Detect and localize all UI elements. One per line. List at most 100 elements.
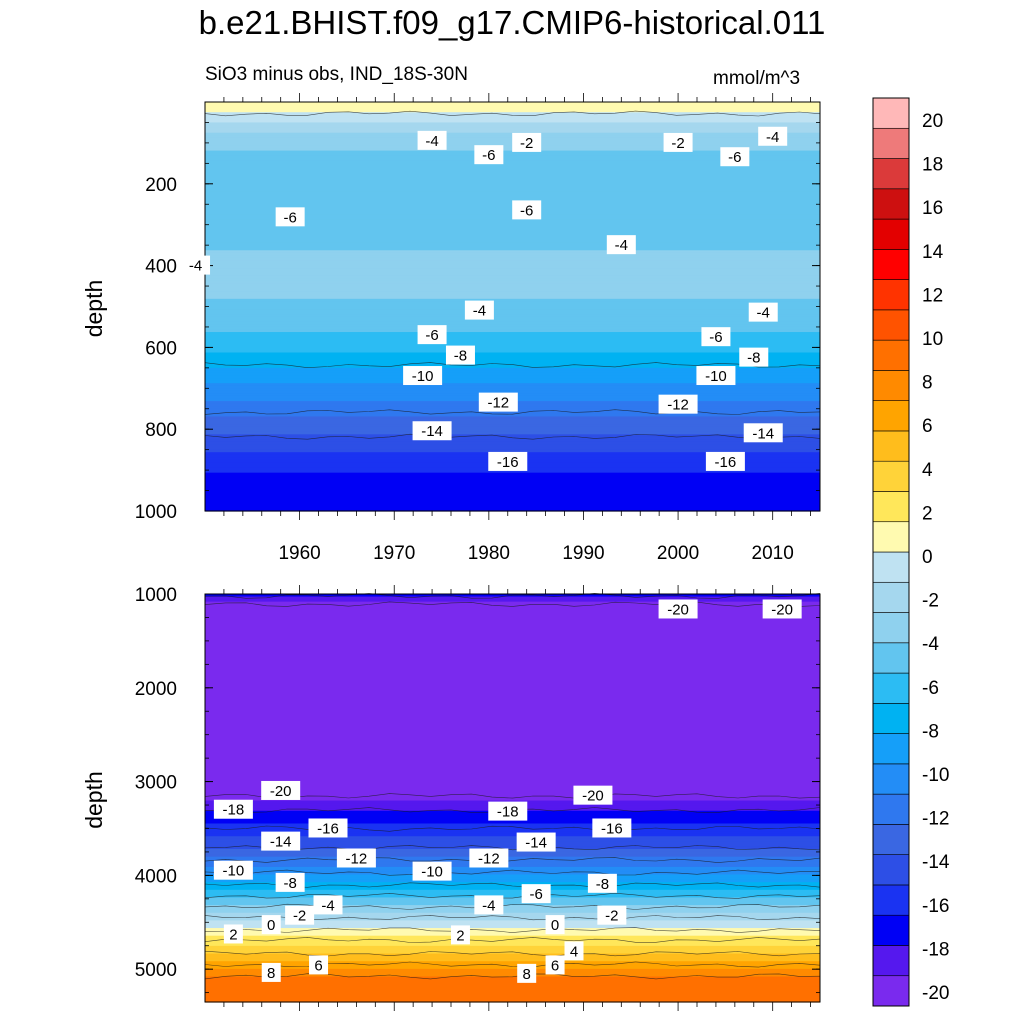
contour-label-box	[412, 861, 452, 881]
contour-label-box	[275, 872, 305, 892]
heatmap-band	[205, 357, 820, 361]
colorbar-swatch	[872, 793, 910, 825]
heatmap-band	[205, 945, 820, 950]
heatmap-band	[205, 611, 820, 615]
heatmap-band	[205, 785, 820, 789]
contour-line	[204, 409, 821, 415]
heatmap-band	[205, 270, 820, 274]
contour-label: -6	[728, 149, 741, 166]
heatmap-band	[205, 994, 820, 998]
contour-line	[204, 592, 821, 599]
heatmap-band	[205, 757, 820, 761]
heatmap-band	[205, 316, 820, 320]
heatmap-band	[205, 713, 820, 717]
contour-label-box	[261, 915, 281, 935]
contour-label-box	[445, 345, 475, 365]
colorbar-swatch	[872, 945, 910, 977]
contour-label: -4	[615, 237, 628, 254]
heatmap-band	[205, 309, 820, 313]
heatmap-band	[205, 332, 820, 336]
heatmap-band	[205, 869, 820, 873]
heatmap-band	[205, 999, 820, 1003]
contour-label: -6	[425, 327, 438, 344]
contour-label-box	[469, 848, 509, 868]
heatmap-band	[205, 657, 820, 661]
contour-label: -6	[709, 329, 722, 346]
colorbar-frame	[872, 97, 910, 1007]
heatmap-band	[205, 614, 820, 618]
heatmap-band	[205, 933, 820, 937]
heatmap-band	[205, 375, 820, 379]
colorbar-swatch	[872, 884, 910, 916]
contour-label: -4	[189, 258, 202, 275]
heatmap-band	[205, 127, 820, 131]
contour-label-box	[417, 325, 447, 345]
contour-line	[204, 927, 821, 933]
heatmap-band	[205, 907, 820, 911]
heatmap-band	[205, 171, 820, 175]
heatmap-band	[205, 257, 820, 262]
contour-label-box	[573, 785, 613, 805]
heatmap-band	[205, 979, 820, 983]
contour-label-box	[417, 130, 447, 150]
heatmap-band	[205, 798, 820, 802]
contour-label-box	[213, 799, 253, 819]
heatmap-band	[205, 303, 820, 308]
heatmap-band	[205, 319, 820, 323]
heatmap-band	[205, 505, 820, 510]
contour-label-box	[587, 873, 617, 893]
heatmap-band	[205, 339, 820, 343]
heatmap-band	[205, 900, 820, 904]
heatmap-band	[205, 165, 820, 170]
heatmap-band	[205, 831, 820, 835]
contour-label: -8	[747, 350, 760, 367]
contour-label: -18	[223, 802, 245, 819]
contour-line	[204, 793, 821, 799]
contour-label-box	[521, 884, 551, 904]
heatmap-band	[205, 355, 820, 359]
heatmap-band	[205, 731, 820, 735]
heatmap-band	[205, 836, 820, 840]
heatmap-band	[205, 968, 820, 972]
heatmap-band	[205, 413, 820, 418]
contour-label-box	[743, 423, 783, 443]
heatmap-band	[205, 716, 820, 720]
heatmap-band	[205, 871, 820, 876]
heatmap-band	[205, 503, 820, 507]
contour-label: 2	[229, 926, 237, 943]
heatmap-band	[205, 487, 820, 492]
heatmap-band	[205, 188, 820, 193]
contour-label-box	[309, 955, 329, 975]
heatmap-band	[205, 690, 820, 695]
heatmap-band	[205, 477, 820, 481]
contour-label: 6	[314, 957, 322, 974]
contour-label-box	[705, 451, 745, 471]
colorbar-tick-label: -20	[922, 983, 949, 1004]
heatmap-band	[205, 441, 820, 446]
heatmap-band	[205, 782, 820, 786]
heatmap-band	[205, 685, 820, 689]
y-tick-label: 400	[145, 257, 177, 278]
heatmap-band	[205, 234, 820, 239]
heatmap-band	[205, 130, 820, 134]
heatmap-band	[205, 347, 820, 351]
heatmap-band	[205, 449, 820, 453]
heatmap-band	[205, 966, 820, 970]
colorbar-swatch	[872, 581, 910, 613]
contour-label: -4	[473, 303, 486, 320]
heatmap-band	[205, 762, 820, 766]
heatmap-band	[205, 660, 820, 664]
contour-label: -6	[482, 147, 495, 164]
heatmap-band	[205, 250, 820, 254]
colorbar-tick-label: 20	[922, 111, 943, 132]
contour-label-box	[223, 924, 243, 944]
contour-label-box	[450, 925, 470, 945]
heatmap-band	[205, 826, 820, 830]
contour-label: -16	[317, 820, 339, 837]
heatmap-band	[205, 683, 820, 687]
heatmap-band	[205, 634, 820, 638]
contour-label-box	[261, 962, 281, 982]
contour-label-box	[516, 832, 556, 852]
colorbar-swatch	[872, 218, 910, 250]
